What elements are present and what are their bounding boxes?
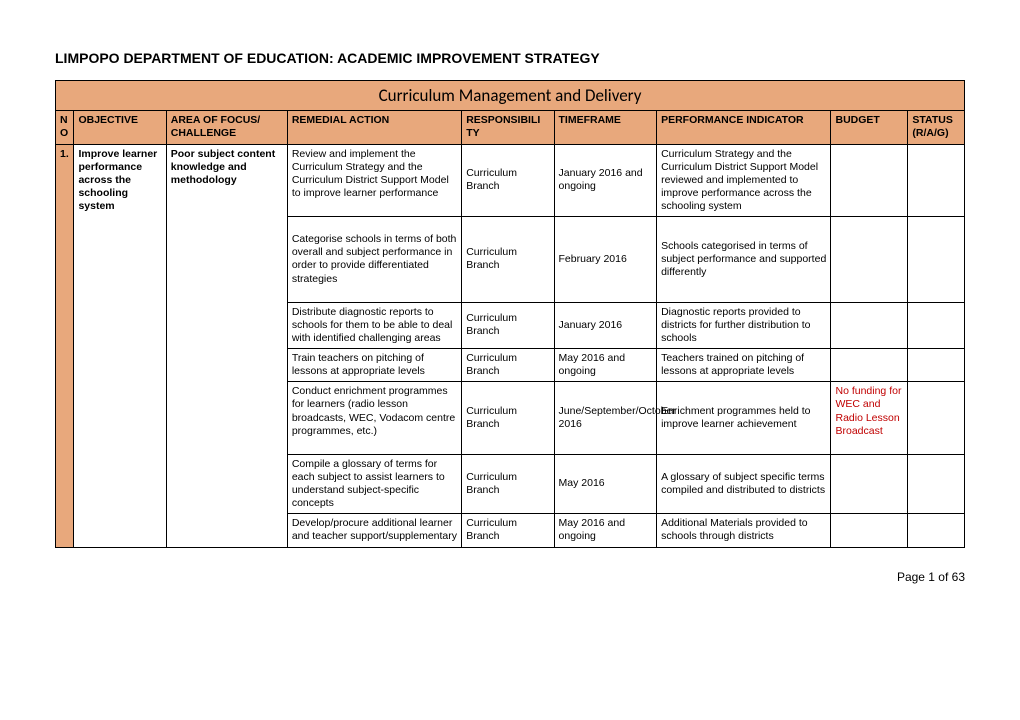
- col-header-no: NO: [56, 111, 74, 144]
- col-header-indicator: PERFORMANCE INDICATOR: [657, 111, 831, 144]
- cell-indicator: Schools categorised in terms of subject …: [657, 217, 831, 303]
- cell-status: [908, 454, 965, 514]
- banner-row: Curriculum Management and Delivery: [56, 81, 965, 111]
- cell-action: Categorise schools in terms of both over…: [287, 217, 461, 303]
- cell-timeframe: May 2016: [554, 454, 657, 514]
- cell-budget: No funding for WEC and Radio Lesson Broa…: [831, 382, 908, 455]
- cell-responsibility: Curriculum Branch: [462, 454, 554, 514]
- col-header-budget: BUDGET: [831, 111, 908, 144]
- cell-status: [908, 349, 965, 382]
- cell-budget: [831, 217, 908, 303]
- cell-action: Compile a glossary of terms for each sub…: [287, 454, 461, 514]
- strategy-table: Curriculum Management and Delivery NO OB…: [55, 80, 965, 548]
- row-focus: Poor subject content knowledge and metho…: [166, 144, 287, 547]
- cell-status: [908, 302, 965, 348]
- header-row: NO OBJECTIVE AREA OF FOCUS/CHALLENGE REM…: [56, 111, 965, 144]
- col-header-focus: AREA OF FOCUS/CHALLENGE: [166, 111, 287, 144]
- col-header-responsibility: RESPONSIBILITY: [462, 111, 554, 144]
- cell-responsibility: Curriculum Branch: [462, 349, 554, 382]
- cell-indicator: Curriculum Strategy and the Curriculum D…: [657, 144, 831, 217]
- col-header-timeframe: TIMEFRAME: [554, 111, 657, 144]
- cell-action: Train teachers on pitching of lessons at…: [287, 349, 461, 382]
- cell-responsibility: Curriculum Branch: [462, 217, 554, 303]
- cell-responsibility: Curriculum Branch: [462, 382, 554, 455]
- cell-status: [908, 217, 965, 303]
- cell-indicator: Enrichment programmes held to improve le…: [657, 382, 831, 455]
- col-header-objective: OBJECTIVE: [74, 111, 166, 144]
- cell-timeframe: May 2016 and ongoing: [554, 349, 657, 382]
- row-objective: Improve learner performance across the s…: [74, 144, 166, 547]
- cell-timeframe: January 2016: [554, 302, 657, 348]
- cell-timeframe: June/September/October 2016: [554, 382, 657, 455]
- cell-indicator: Diagnostic reports provided to districts…: [657, 302, 831, 348]
- cell-action: Distribute diagnostic reports to schools…: [287, 302, 461, 348]
- cell-responsibility: Curriculum Branch: [462, 144, 554, 217]
- cell-budget: [831, 144, 908, 217]
- cell-action: Review and implement the Curriculum Stra…: [287, 144, 461, 217]
- cell-indicator: Additional Materials provided to schools…: [657, 514, 831, 547]
- row-no: 1.: [56, 144, 74, 547]
- col-header-action: REMEDIAL ACTION: [287, 111, 461, 144]
- cell-status: [908, 514, 965, 547]
- cell-status: [908, 144, 965, 217]
- cell-timeframe: May 2016 and ongoing: [554, 514, 657, 547]
- col-header-status: STATUS(R/A/G): [908, 111, 965, 144]
- page-footer: Page 1 of 63: [55, 570, 965, 584]
- cell-status: [908, 382, 965, 455]
- table-row: 1. Improve learner performance across th…: [56, 144, 965, 217]
- cell-responsibility: Curriculum Branch: [462, 302, 554, 348]
- cell-indicator: A glossary of subject specific terms com…: [657, 454, 831, 514]
- cell-action: Conduct enrichment programmes for learne…: [287, 382, 461, 455]
- cell-budget: [831, 349, 908, 382]
- cell-action: Develop/procure additional learner and t…: [287, 514, 461, 547]
- banner-title: Curriculum Management and Delivery: [56, 81, 965, 111]
- document-title: LIMPOPO DEPARTMENT OF EDUCATION: ACADEMI…: [55, 50, 965, 66]
- cell-indicator: Teachers trained on pitching of lessons …: [657, 349, 831, 382]
- cell-responsibility: Curriculum Branch: [462, 514, 554, 547]
- cell-budget: [831, 514, 908, 547]
- cell-budget: [831, 454, 908, 514]
- cell-timeframe: February 2016: [554, 217, 657, 303]
- cell-budget: [831, 302, 908, 348]
- cell-timeframe: January 2016 and ongoing: [554, 144, 657, 217]
